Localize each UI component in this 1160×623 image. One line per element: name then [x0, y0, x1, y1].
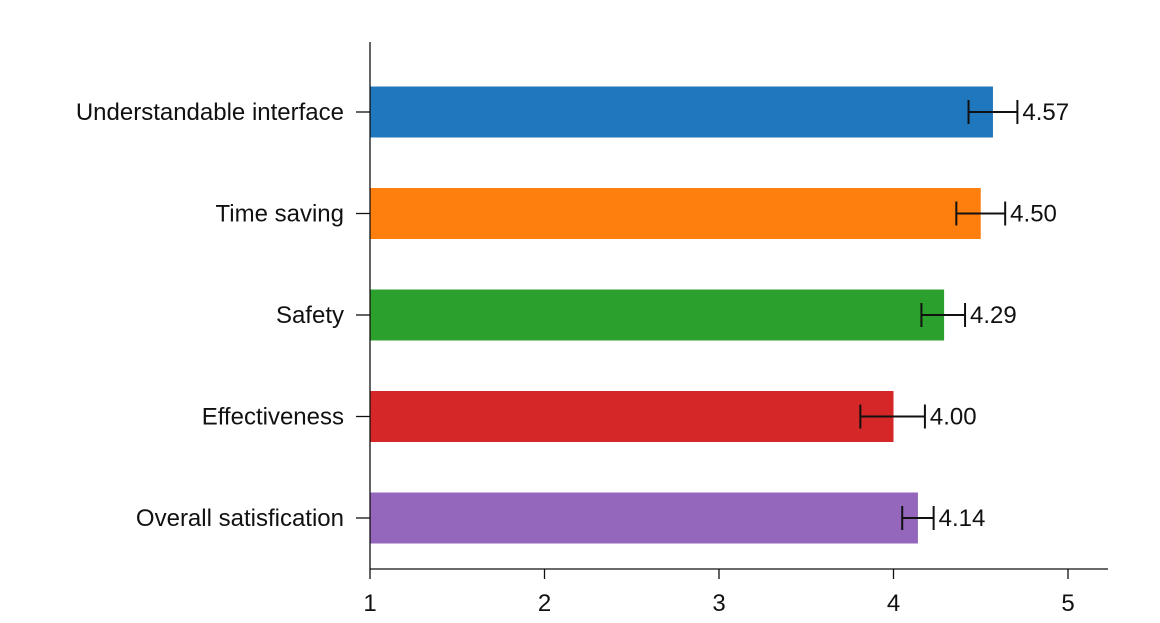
value-label-3: 4.00 — [930, 404, 977, 431]
bar-3 — [370, 391, 894, 442]
x-tick-label-2: 3 — [712, 590, 725, 617]
error-bars-layer — [859, 100, 1019, 530]
bar-2 — [370, 289, 945, 341]
value-label-4: 4.14 — [939, 505, 986, 532]
category-label-3: Effectiveness — [202, 404, 344, 431]
x-tick-label-0: 1 — [363, 590, 376, 617]
bar-4 — [370, 492, 918, 544]
category-label-4: Overall satisfication — [136, 505, 344, 532]
category-label-2: Safety — [276, 302, 344, 329]
bars-layer — [370, 86, 993, 544]
x-tick-label-4: 5 — [1061, 590, 1074, 617]
x-tick-label-1: 2 — [538, 590, 551, 617]
value-label-1: 4.50 — [1010, 201, 1057, 228]
labels-layer: Understandable interface 4.57 Time saving 4… — [76, 99, 1075, 617]
value-label-0: 4.57 — [1022, 99, 1069, 126]
ticks-layer — [356, 111, 1069, 579]
bar-0 — [370, 86, 993, 138]
category-label-1: Time saving — [216, 201, 344, 228]
value-label-2: 4.29 — [970, 302, 1017, 329]
bar-1 — [370, 188, 981, 239]
x-tick-label-3: 4 — [887, 590, 900, 617]
category-label-0: Understandable interface — [76, 99, 344, 126]
